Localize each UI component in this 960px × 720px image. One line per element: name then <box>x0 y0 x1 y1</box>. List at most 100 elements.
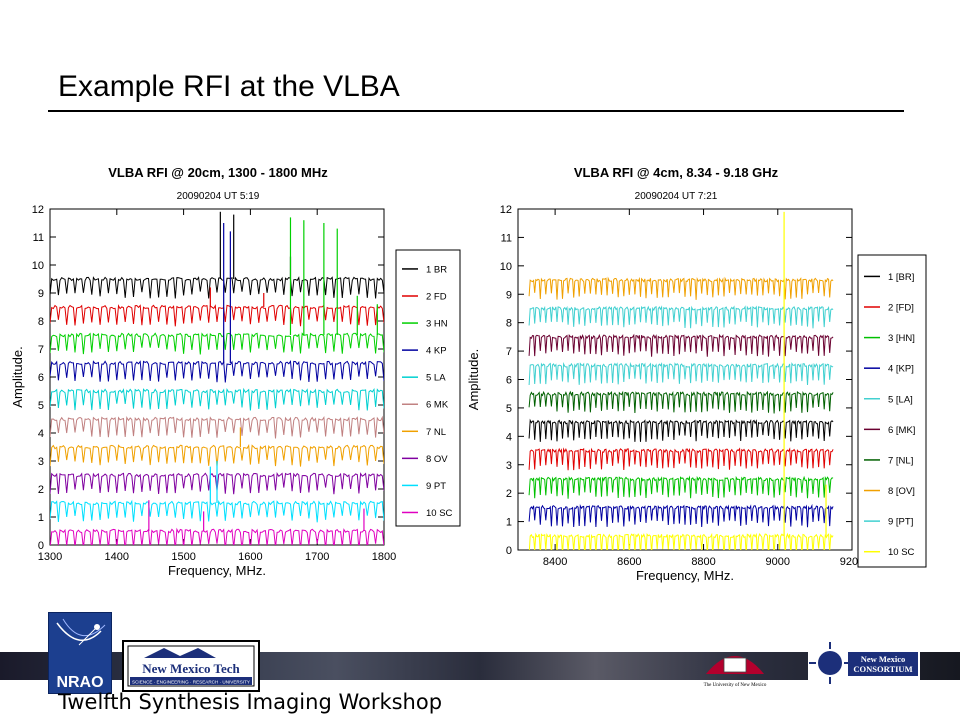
series-line-3 <box>50 332 384 355</box>
chart-subtitle: 20090204 UT 5:19 <box>177 191 260 202</box>
legend-label: 9 PT <box>426 481 446 492</box>
legend-label: 2 [FD] <box>888 303 914 314</box>
legend-label: 2 FD <box>426 292 447 303</box>
series-line-4 <box>50 360 384 383</box>
plot-area <box>528 211 834 550</box>
legend-label: 3 [HN] <box>888 333 915 344</box>
series-line-3 <box>528 475 834 499</box>
legend-label: 1 BR <box>426 264 447 275</box>
series-line-1 <box>50 276 384 299</box>
slide-title: Example RFI at the VLBA <box>58 70 400 103</box>
chart-1: VLBA RFI @ 20cm, 1300 - 1800 MHz 20090204… <box>10 165 461 578</box>
series-line-2 <box>528 447 834 471</box>
x-tick-label: 9000 <box>766 556 790 568</box>
y-tick-label: 4 <box>506 431 512 443</box>
legend-label: 7 NL <box>426 427 446 438</box>
series-line-6 <box>50 415 384 439</box>
legend-label: 9 [PT] <box>888 517 913 528</box>
series-line-10 <box>50 527 384 545</box>
nrao-dish-icon: NRAO <box>56 618 106 691</box>
nmt-logo-tagline: SCIENCE · ENGINEERING · RESEARCH · UNIVE… <box>132 680 250 685</box>
unm-logo: The University of New Mexico <box>700 640 770 692</box>
x-tick-label: 1600 <box>238 551 262 563</box>
y-tick-label: 4 <box>38 428 44 440</box>
y-tick-label: 1 <box>38 512 44 524</box>
y-tick-label: 3 <box>506 460 512 472</box>
y-tick-label: 2 <box>506 488 512 500</box>
nmc-logo-line2: CONSORTIUM <box>853 664 912 674</box>
zia-sun-icon <box>818 651 842 675</box>
legend-label: 10 SC <box>426 508 453 519</box>
y-tick-label: 7 <box>38 344 44 356</box>
y-tick-label: 5 <box>506 403 512 415</box>
chart-title: VLBA RFI @ 4cm, 8.34 - 9.18 GHz <box>574 165 779 180</box>
legend-label: 8 [OV] <box>888 486 915 497</box>
plot-area <box>50 211 384 545</box>
legend-label: 6 [MK] <box>888 425 915 436</box>
nmc-logo-line1: New Mexico <box>861 654 906 664</box>
y-tick-label: 10 <box>32 260 44 272</box>
y-tick-label: 12 <box>500 204 512 216</box>
y-tick-label: 9 <box>506 289 512 301</box>
y-tick-label: 3 <box>38 456 44 468</box>
legend-label: 5 LA <box>426 373 446 384</box>
nm-consortium-logo: New Mexico CONSORTIUM <box>808 640 920 686</box>
legend-label: 10 SC <box>888 547 915 558</box>
legend-label: 7 [NL] <box>888 455 913 466</box>
mountain-icon <box>144 648 216 658</box>
nrao-logo: NRAO <box>48 612 112 694</box>
legend-label: 8 OV <box>426 454 448 465</box>
legend-label: 4 KP <box>426 346 447 357</box>
new-mexico-tech-logo: New Mexico Tech SCIENCE · ENGINEERING · … <box>122 640 260 692</box>
y-tick-label: 10 <box>500 261 512 273</box>
series-line-2 <box>50 304 384 327</box>
series-line-9 <box>50 499 384 523</box>
y-tick-label: 7 <box>506 346 512 358</box>
y-tick-label: 0 <box>506 545 512 557</box>
title-divider <box>48 110 904 112</box>
y-tick-label: 8 <box>38 316 44 328</box>
series-line-5 <box>528 361 834 386</box>
nmt-logo-name: New Mexico Tech <box>142 661 240 676</box>
legend-label: 6 MK <box>426 400 449 411</box>
y-tick-label: 5 <box>38 400 44 412</box>
y-tick-label: 9 <box>38 288 44 300</box>
chart-title: VLBA RFI @ 20cm, 1300 - 1800 MHz <box>108 165 328 180</box>
x-tick-label: 1300 <box>38 551 62 563</box>
x-tick-label: 8800 <box>691 556 715 568</box>
x-tick-label: 8600 <box>617 556 641 568</box>
chart-2: VLBA RFI @ 4cm, 8.34 - 9.18 GHz 20090204 … <box>466 165 927 583</box>
legend-label: 3 HN <box>426 319 448 330</box>
series-line-7 <box>528 390 834 414</box>
series-line-4 <box>528 503 834 528</box>
y-tick-label: 11 <box>33 232 44 244</box>
footer-workshop-name: Twelfth Synthesis Imaging Workshop <box>58 690 443 714</box>
chart-subtitle: 20090204 UT 7:21 <box>635 191 718 202</box>
y-tick-label: 1 <box>506 517 512 529</box>
x-axis-label: Frequency, MHz. <box>168 563 266 578</box>
y-tick-label: 8 <box>506 318 512 330</box>
y-tick-label: 0 <box>38 540 44 552</box>
series-line-9 <box>528 305 834 329</box>
series-line-5 <box>50 387 384 411</box>
series-line-10 <box>528 532 834 550</box>
legend-label: 4 [KP] <box>888 364 914 375</box>
legend: 1 [BR] 2 [FD] 3 [HN] 4 [KP] 5 [LA] 6 [MK] 7 [N… <box>857 254 927 568</box>
y-tick-label: 6 <box>38 372 44 384</box>
nrao-logo-text: NRAO <box>56 674 103 691</box>
y-tick-label: 12 <box>32 204 44 216</box>
x-tick-label: 1800 <box>372 551 396 563</box>
y-tick-label: 6 <box>506 375 512 387</box>
legend: 1 BR 2 FD 3 HN 4 KP 5 LA 6 MK 7 NL 8 OV 9 PT 10 S… <box>395 249 461 527</box>
series-line-1 <box>528 418 834 442</box>
x-tick-label: 1500 <box>171 551 195 563</box>
legend-label: 5 [LA] <box>888 394 913 405</box>
series-line-6 <box>528 333 834 357</box>
y-tick-label: 2 <box>38 484 44 496</box>
y-tick-label: 11 <box>501 232 512 244</box>
charts-canvas: VLBA RFI @ 20cm, 1300 - 1800 MHz 20090204… <box>10 165 927 583</box>
series-line-8 <box>528 276 834 300</box>
x-tick-label: 8400 <box>543 556 567 568</box>
x-tick-label: 1700 <box>305 551 329 563</box>
x-axis-label: Frequency, MHz. <box>636 568 734 583</box>
